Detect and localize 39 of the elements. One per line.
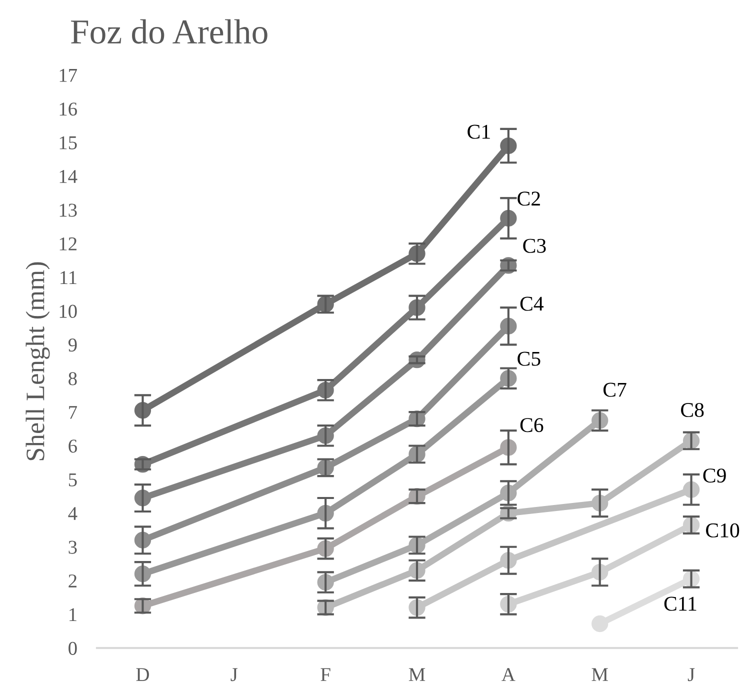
series-label: C3 [523,238,546,253]
series-label: C2 [518,192,540,206]
y-tick-label: 4 [68,507,78,520]
series-label: C8 [681,402,704,418]
y-tick-label: 12 [60,237,76,250]
y-tick-label: 5 [68,473,77,486]
y-tick-label: 10 [60,304,77,318]
series-label: C11 [664,596,696,611]
y-tick-label: 3 [68,540,77,554]
y-tick-label: 11 [60,271,76,284]
y-tick-label: 16 [60,102,77,116]
y-tick-label: 15 [60,136,77,150]
series-label: C7 [603,382,626,397]
y-tick-label: 2 [68,574,76,588]
y-tick-label: 17 [60,68,77,82]
x-tick-label: F [320,668,330,681]
point [592,615,608,632]
x-tick-label: D [136,668,149,681]
y-tick-label: 6 [68,440,77,453]
series-label: C9 [703,468,726,483]
y-tick-label: 8 [68,372,77,386]
x-tick-label: J [688,668,695,682]
x-tick-label: A [502,668,516,681]
x-tick-label: J [230,668,238,682]
series-label: C10 [706,523,740,538]
series-label: C4 [520,296,544,311]
y-tick-label: 1 [70,608,76,622]
series-label: C6 [520,418,544,432]
y-tick-label: 14 [60,170,78,183]
chart-title: Foz do Arelho [71,19,268,44]
y-tick-label: 9 [68,338,77,352]
y-axis-title: Shell Lenght (mm) [26,262,50,460]
series-label: C5 [518,352,540,366]
series-label: C1 [468,124,490,139]
y-tick-label: 0 [68,642,77,655]
y-tick-label: 13 [60,204,77,217]
x-tick-label: M [592,668,608,681]
x-tick-label: M [408,668,426,681]
y-tick-label: 7 [69,406,77,419]
